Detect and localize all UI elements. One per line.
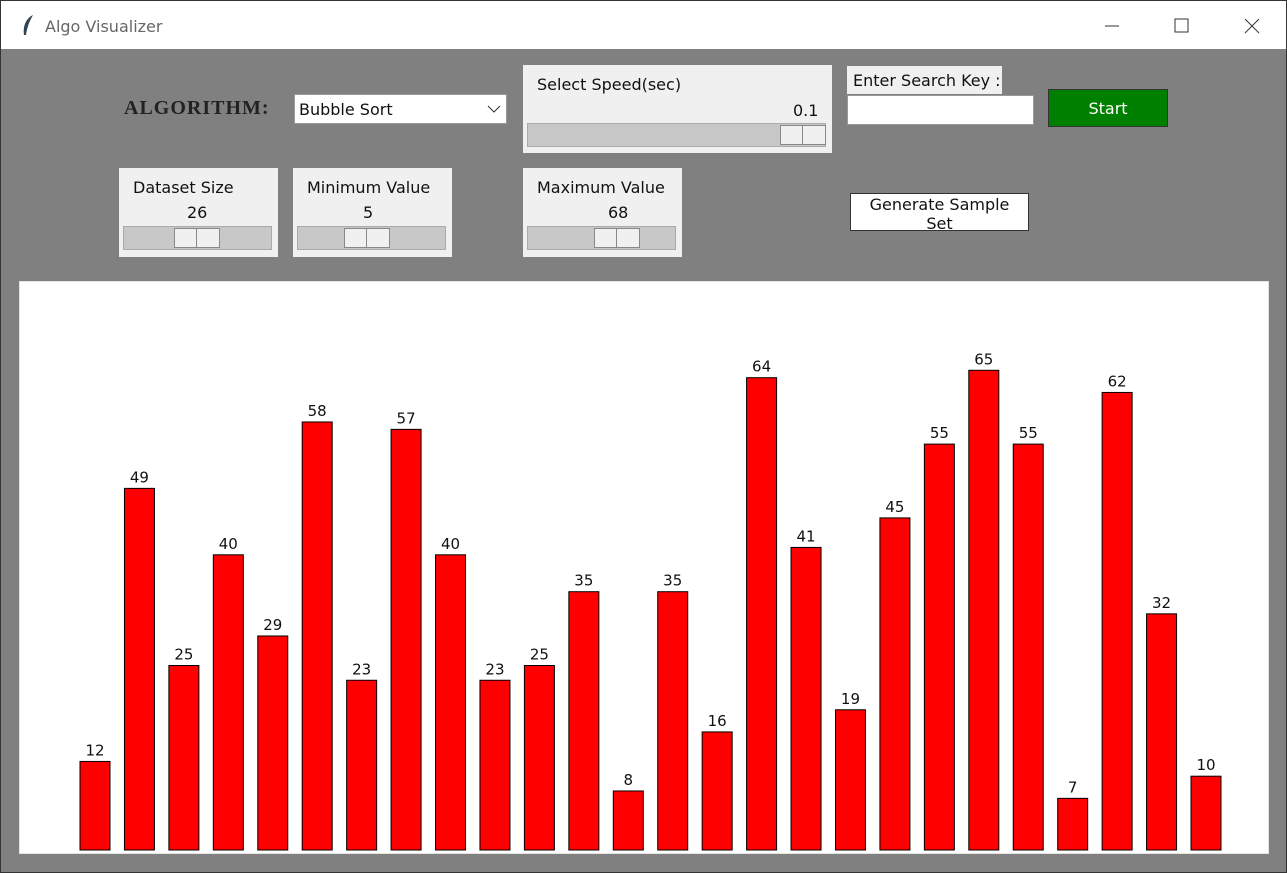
bar	[1190, 775, 1222, 851]
algorithm-dropdown[interactable]: Bubble Sort	[294, 94, 507, 124]
search-label: Enter Search Key :	[853, 71, 1001, 90]
window-title: Algo Visualizer	[45, 17, 163, 36]
bar-label: 57	[397, 409, 416, 427]
size-label: Dataset Size	[133, 178, 234, 197]
bar-label: 64	[752, 358, 771, 376]
start-button[interactable]: Start	[1048, 89, 1168, 127]
bar-label: 7	[1068, 778, 1078, 796]
dropdown-arrow	[487, 105, 501, 113]
algorithm-choice: Bubble Sort	[299, 100, 393, 119]
size-slider[interactable]	[123, 226, 272, 250]
chart: 12 49 25 40 29 58 23 57 40 23 25 35 8 35 16 64 41 19 45 55 6…	[19, 281, 1269, 854]
bar-label: 40	[219, 535, 238, 553]
bar	[1012, 443, 1044, 851]
min-label: Minimum Value	[307, 178, 431, 197]
min-slider[interactable]	[297, 226, 446, 250]
bar-label: 25	[530, 646, 549, 664]
bar-label: 23	[485, 660, 504, 678]
bar	[79, 760, 111, 851]
bar-label: 23	[352, 660, 371, 678]
bar	[523, 665, 555, 851]
bar-label: 65	[974, 350, 993, 368]
bar	[212, 554, 244, 851]
bar-label: 41	[796, 527, 815, 545]
algorithm-label: ALGORITHM:	[124, 97, 270, 119]
bar-label: 32	[1152, 594, 1171, 612]
bar-label: 12	[85, 741, 104, 759]
speed-label: Select Speed(sec)	[537, 75, 682, 94]
slider-thumb[interactable]	[780, 125, 826, 145]
bar	[612, 790, 644, 851]
bar-label: 49	[130, 468, 149, 486]
bar	[435, 554, 467, 851]
bar-label: 35	[663, 572, 682, 590]
bar-label: 58	[308, 402, 327, 420]
bar-label: 8	[624, 771, 634, 789]
bar-label: 16	[708, 712, 727, 730]
min-panel: Minimum Value 5	[293, 168, 452, 257]
bar	[479, 679, 511, 851]
search-input[interactable]	[847, 95, 1034, 125]
bar-label: 55	[1019, 424, 1038, 442]
max-label: Maximum Value	[537, 178, 665, 197]
min-value: 5	[363, 203, 374, 222]
canvas-border	[19, 281, 1269, 854]
bar	[346, 679, 378, 851]
max-value: 68	[608, 203, 629, 222]
slider-thumb[interactable]	[344, 228, 390, 248]
bar	[390, 428, 422, 851]
bar	[168, 665, 200, 851]
bar	[1057, 797, 1089, 851]
bar-label: 55	[930, 424, 949, 442]
generate-button[interactable]: Generate Sample Set	[850, 193, 1029, 233]
bar	[1146, 613, 1178, 851]
bar-label: 10	[1196, 756, 1215, 774]
bar	[123, 487, 155, 851]
size-value: 26	[187, 203, 208, 222]
bar	[834, 709, 866, 851]
bar	[301, 421, 333, 851]
max-panel: Maximum Value 68	[523, 168, 682, 257]
bar-label: 35	[574, 572, 593, 590]
title-bar: Algo Visualizer	[1, 1, 1286, 49]
bar	[1101, 391, 1133, 851]
bar	[879, 517, 911, 851]
speed-slider[interactable]	[527, 123, 826, 147]
bar-label: 19	[841, 690, 860, 708]
bar	[790, 546, 822, 851]
search-label-box: Enter Search Key :	[847, 66, 1002, 94]
slider-thumb[interactable]	[174, 228, 220, 248]
bar-label: 29	[263, 616, 282, 634]
bar	[257, 635, 289, 851]
slider-thumb[interactable]	[594, 228, 640, 248]
window-buttons[interactable]	[1101, 15, 1271, 37]
max-slider[interactable]	[527, 226, 676, 250]
bar	[968, 369, 1000, 851]
app-icon	[23, 15, 33, 35]
bar	[701, 731, 733, 851]
speed-value: 0.1	[793, 101, 819, 120]
bar-label: 25	[174, 646, 193, 664]
size-panel: Dataset Size 26	[119, 168, 278, 257]
bar	[657, 591, 689, 851]
bar	[746, 377, 778, 851]
bar-label: 62	[1108, 372, 1127, 390]
bar-label: 40	[441, 535, 460, 553]
speed-panel: Select Speed(sec) 0.1	[523, 65, 832, 153]
bar-label: 45	[885, 498, 904, 516]
bar	[923, 443, 955, 851]
bar	[568, 591, 600, 851]
